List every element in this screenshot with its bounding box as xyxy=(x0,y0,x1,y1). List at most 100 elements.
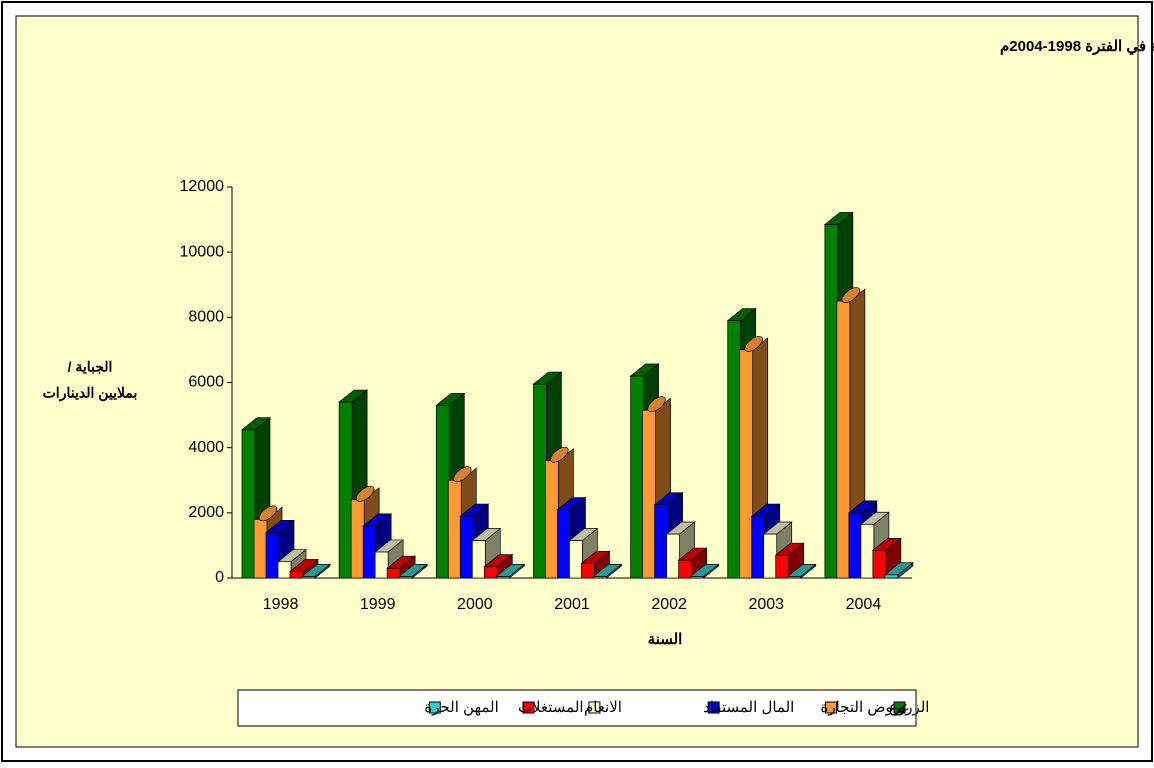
bar-top xyxy=(592,564,623,577)
y-tick-label: 4000 xyxy=(188,439,224,456)
bar-top xyxy=(689,564,720,577)
bar-top xyxy=(580,550,611,564)
bar xyxy=(289,571,304,579)
bar-top xyxy=(665,521,696,535)
bar-top xyxy=(859,511,890,525)
bar-top xyxy=(786,564,817,577)
bar xyxy=(557,509,571,579)
bar-top xyxy=(483,554,514,567)
x-tick-label: 2000 xyxy=(457,596,493,613)
bar xyxy=(824,224,839,579)
bar xyxy=(751,515,766,579)
legend-swatch xyxy=(825,701,838,714)
y-tick-label: 12000 xyxy=(180,178,225,195)
y-tick-label: 2000 xyxy=(188,504,224,521)
bar xyxy=(533,383,547,579)
bar xyxy=(666,533,680,579)
bar-top xyxy=(459,503,490,517)
bar-top xyxy=(435,392,466,406)
bar-top xyxy=(744,335,763,352)
x-tick-label: 1998 xyxy=(263,596,299,613)
bar xyxy=(678,559,692,579)
bar xyxy=(775,554,790,579)
y-tick-label: 6000 xyxy=(188,374,224,391)
legend xyxy=(237,689,917,727)
bar xyxy=(545,460,559,579)
y-tick-label: 0 xyxy=(215,569,224,586)
bar xyxy=(338,401,353,579)
x-tick-label: 2002 xyxy=(651,596,687,613)
bar-top xyxy=(556,497,587,510)
legend-label: الانعام xyxy=(584,699,622,716)
bar xyxy=(386,567,401,579)
bar xyxy=(253,518,268,579)
bar-top xyxy=(847,500,878,514)
bar-top xyxy=(750,503,781,517)
bar-top xyxy=(532,371,563,385)
bar-top xyxy=(374,539,405,553)
bar xyxy=(483,566,498,579)
bar-top xyxy=(495,564,526,577)
chart-title: شكل رقم ( 1/3) : الجباية بالأمانة العامة… xyxy=(1000,36,1154,56)
bar-top xyxy=(301,564,331,577)
bar-top xyxy=(289,559,319,572)
bar-top xyxy=(338,389,369,403)
bar xyxy=(884,574,899,579)
bar xyxy=(581,562,595,579)
bar xyxy=(459,515,474,579)
y-tick-label: 8000 xyxy=(188,309,224,326)
bar-top xyxy=(883,562,914,576)
bar-top xyxy=(362,513,393,527)
bar-top xyxy=(453,466,472,483)
bar xyxy=(654,504,668,579)
x-tick-label: 2003 xyxy=(748,596,784,613)
bar-top xyxy=(355,485,375,502)
bar-top xyxy=(241,417,271,431)
bar-top xyxy=(265,520,295,533)
legend-label: المهن الحرة xyxy=(424,699,498,716)
bar-top xyxy=(774,542,805,556)
bar xyxy=(435,404,450,579)
bar-top xyxy=(823,212,854,225)
bar xyxy=(848,512,863,579)
bar xyxy=(739,349,754,579)
bar xyxy=(277,561,292,579)
bar xyxy=(350,499,365,579)
bar xyxy=(630,375,644,579)
legend-label: المستغلات xyxy=(518,699,584,716)
bar xyxy=(362,525,377,579)
bar xyxy=(860,523,875,579)
x-tick-label: 2004 xyxy=(846,596,882,613)
x-tick-label: 2001 xyxy=(554,596,590,613)
y-tick-label: 10000 xyxy=(180,243,225,260)
bar-top xyxy=(398,564,429,577)
legend-swatch xyxy=(893,701,906,714)
bar-top xyxy=(277,549,307,563)
legend-swatch xyxy=(522,701,535,714)
bar-top xyxy=(871,537,902,551)
bar-top xyxy=(677,547,708,561)
bar xyxy=(265,532,280,579)
bar xyxy=(447,479,462,579)
legend-label: المال المستفاد xyxy=(703,699,794,716)
bar-top xyxy=(762,521,793,535)
bar-top xyxy=(653,492,684,506)
bar-top xyxy=(841,287,861,303)
legend-label: الزروع xyxy=(889,699,929,716)
plot-background xyxy=(15,15,1139,748)
legend-swatch xyxy=(428,701,441,714)
bar xyxy=(872,549,887,579)
bar xyxy=(642,409,656,579)
x-tick-label: 1999 xyxy=(360,596,396,613)
bar-top xyxy=(726,308,757,321)
legend-swatch xyxy=(588,701,601,714)
bar-top xyxy=(647,396,666,413)
bar xyxy=(374,551,389,579)
bar xyxy=(241,429,256,579)
bar-top xyxy=(550,446,569,463)
y-axis-label: الجباية / xyxy=(68,359,113,375)
bar-top xyxy=(386,555,417,569)
bar xyxy=(569,540,583,579)
bar-top xyxy=(471,528,502,541)
